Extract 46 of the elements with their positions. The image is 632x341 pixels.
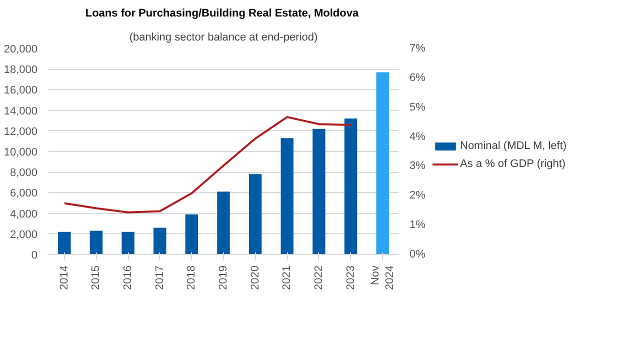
legend-label: As a % of GDP (right)	[460, 158, 566, 170]
x-tick-label: 2015	[90, 265, 102, 290]
bar	[90, 230, 103, 254]
y-tick-label: 8,000	[10, 167, 38, 180]
bar	[154, 228, 166, 254]
y2-tick-label: 7%	[410, 42, 426, 54]
y-tick-label: 6,000	[10, 188, 38, 200]
y-tick-label: 4,000	[10, 208, 38, 220]
chart-subtitle: (banking sector balance at end-period)	[129, 32, 318, 44]
bar	[58, 232, 71, 254]
x-tick-label: 2022	[312, 265, 325, 290]
y2-tick-label: 0%	[410, 248, 426, 260]
y-tick-label: 20,000	[4, 44, 38, 56]
x-tick-label: 2017	[154, 265, 166, 290]
x-tick-label: 2018	[186, 265, 198, 290]
x-tick-label: 2019	[218, 265, 230, 290]
x-tick-label: 2020	[249, 265, 262, 290]
y2-tick-label: 5%	[410, 101, 426, 114]
bar	[312, 128, 326, 254]
x-tick-label: 2016	[122, 265, 134, 290]
chart-title: Loans for Purchasing/Building Real Estate, Moldova	[85, 8, 360, 20]
y-tick-label: 16,000	[4, 84, 38, 97]
x-tick-label: 2014	[58, 265, 70, 290]
bar	[122, 232, 134, 254]
y2-tick-label: 2%	[410, 190, 426, 202]
x-tick-label: 2021	[281, 265, 294, 290]
y-tick-label: 14,000	[4, 105, 38, 118]
y2-tick-label: 3%	[410, 160, 426, 172]
bar	[248, 174, 262, 254]
y-tick-label: 10,000	[4, 146, 38, 158]
y-tick-label: 0	[31, 250, 38, 262]
line-series	[63, 116, 352, 214]
x-tick-label: 2023	[344, 265, 357, 290]
y2-tick-label: 4%	[410, 130, 426, 143]
y2-tick-label: 6%	[410, 72, 426, 84]
bar	[217, 192, 230, 254]
bar	[185, 214, 198, 254]
legend-label: Nominal (MDL M, left)	[460, 140, 567, 152]
bar	[376, 72, 389, 254]
y-tick-label: 2,000	[10, 228, 38, 241]
x-tick-label: Nov 2024	[369, 265, 396, 290]
y-tick-label: 18,000	[4, 64, 38, 76]
bar	[280, 138, 294, 254]
y-tick-label: 12,000	[4, 126, 38, 138]
bar	[344, 118, 358, 254]
y2-tick-label: 1%	[410, 219, 426, 232]
